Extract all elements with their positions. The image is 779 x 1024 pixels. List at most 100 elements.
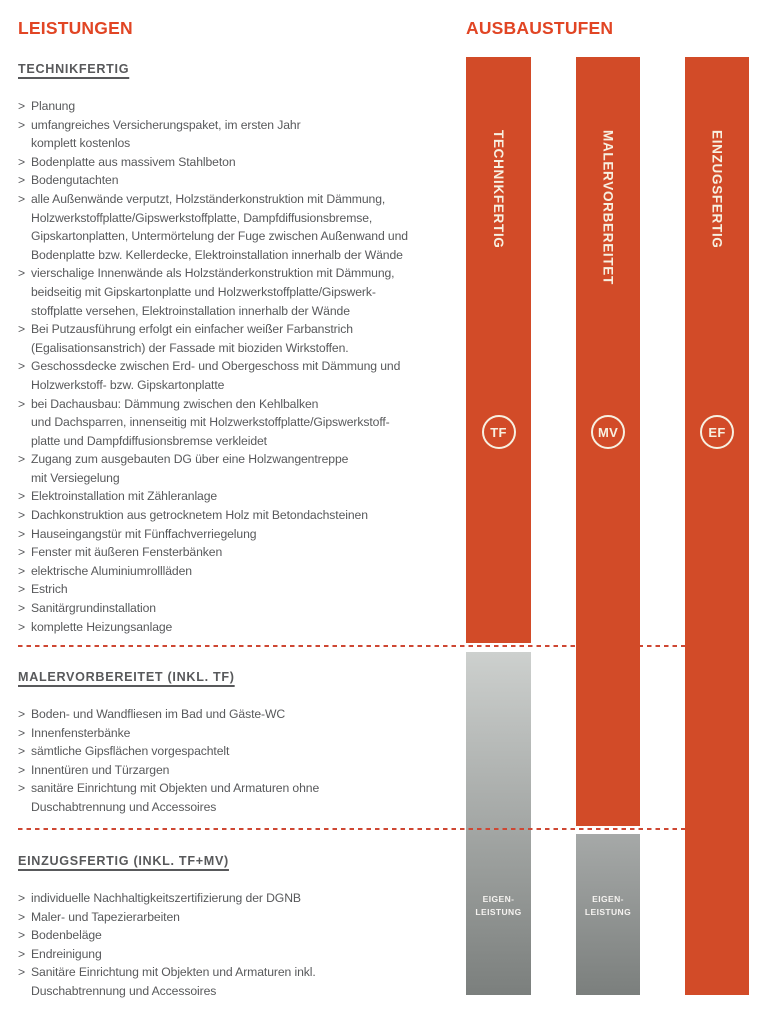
item-marker: > bbox=[18, 762, 26, 777]
item-text: Maler- und Tapezierarbeiten bbox=[31, 909, 180, 924]
item-marker: > bbox=[18, 965, 26, 980]
item-marker: > bbox=[18, 601, 26, 616]
item-marker: > bbox=[18, 707, 26, 721]
item-marker: > bbox=[18, 928, 26, 943]
list-item: > Endreinigung bbox=[18, 945, 462, 964]
technikfertig-included-segment: TECHNIKFERTIG TF bbox=[466, 57, 531, 643]
item-text: Bodenbeläge bbox=[31, 928, 102, 943]
list-item: > Fenster mit äußeren Fensterbänken bbox=[18, 543, 462, 562]
item-marker: > bbox=[18, 545, 26, 560]
item-text: alle Außenwände verputzt, Holzständerkon… bbox=[31, 191, 408, 262]
list-item: > Estrich bbox=[18, 580, 462, 599]
section-heading-malervorbereitet: MALERVORBEREITET (INKL. TF) bbox=[18, 670, 235, 684]
item-marker: > bbox=[18, 508, 26, 523]
badge-tf: TF bbox=[481, 415, 516, 449]
badge-mv: MV bbox=[591, 415, 625, 449]
malervorbereitet-included-segment: MALERVORBEREITET MV bbox=[576, 57, 640, 826]
item-marker: > bbox=[18, 744, 26, 759]
stage-bar-malervorbereitet: MALERVORBEREITET MV EIGEN- LEISTUNG bbox=[576, 57, 640, 995]
list-item: > elektrische Aluminiumrollläden bbox=[18, 562, 462, 581]
own-work-label: EIGEN- LEISTUNG bbox=[584, 894, 632, 917]
item-marker: > bbox=[18, 489, 26, 504]
list-item: > Bodengutachten bbox=[18, 171, 462, 190]
badge-ef: EF bbox=[700, 415, 734, 449]
bar-label-einzugsfertig: EINZUGSFERTIG bbox=[709, 130, 725, 249]
list-item: > sanitäre Einrichtung mit Objekten und … bbox=[18, 779, 462, 816]
bar-label-technikfertig: TECHNIKFERTIG bbox=[491, 130, 506, 249]
item-text: Bei Putzausführung erfolgt ein einfacher… bbox=[31, 322, 353, 355]
item-marker: > bbox=[18, 781, 26, 796]
list-item: > Elektroinstallation mit Zähleranlage bbox=[18, 487, 462, 506]
own-work-label: EIGEN- LEISTUNG bbox=[475, 894, 522, 917]
item-marker: > bbox=[18, 322, 26, 337]
item-marker: > bbox=[18, 191, 26, 206]
dashed-divider-mv-ef bbox=[18, 828, 685, 830]
item-text: individuelle Nachhaltigkeitszertifizieru… bbox=[31, 891, 301, 905]
list-item: > Sanitäre Einrichtung mit Objekten und … bbox=[18, 963, 462, 1000]
item-marker: > bbox=[18, 909, 26, 924]
list-item: > vierschalige Innenwände als Holzstände… bbox=[18, 264, 462, 320]
einzugsfertig-list: > individuelle Nachhaltigkeitszertifizie… bbox=[18, 889, 462, 1001]
item-text: komplette Heizungsanlage bbox=[31, 619, 173, 634]
item-text: sanitäre Einrichtung mit Objekten und Ar… bbox=[31, 781, 320, 814]
item-marker: > bbox=[18, 452, 26, 467]
malervorbereitet-own-work-segment bbox=[576, 834, 640, 995]
leistungen-header: LEISTUNGEN bbox=[18, 18, 133, 38]
item-marker: > bbox=[18, 359, 26, 374]
einzugsfertig-included-segment: EINZUGSFERTIG EF bbox=[685, 57, 749, 995]
technikfertig-own-work-segment bbox=[466, 652, 531, 995]
item-marker: > bbox=[18, 725, 26, 740]
item-marker: > bbox=[18, 526, 26, 541]
list-item: > alle Außenwände verputzt, Holzständerk… bbox=[18, 190, 462, 264]
item-text: umfangreiches Versicherungspaket, im ers… bbox=[31, 117, 301, 151]
item-marker: > bbox=[18, 946, 26, 961]
list-item: > Hauseingangstür mit Fünffachverriegelu… bbox=[18, 525, 462, 544]
item-text: elektrische Aluminiumrollläden bbox=[31, 563, 192, 578]
list-item: > individuelle Nachhaltigkeitszertifizie… bbox=[18, 889, 462, 908]
list-item: > Geschossdecke zwischen Erd- und Oberge… bbox=[18, 357, 462, 394]
item-text: Dachkonstruktion aus getrocknetem Holz m… bbox=[31, 508, 368, 523]
item-text: Boden- und Wandfliesen im Bad und Gäste-… bbox=[31, 707, 286, 721]
item-marker: > bbox=[18, 266, 26, 281]
item-marker: > bbox=[18, 396, 26, 411]
list-item: > umfangreiches Versicherungspaket, im e… bbox=[18, 116, 462, 153]
item-text: Endreinigung bbox=[31, 946, 102, 961]
list-item: > Bodenbeläge bbox=[18, 926, 462, 945]
item-marker: > bbox=[18, 563, 26, 578]
list-item: > Maler- und Tapezierarbeiten bbox=[18, 908, 462, 927]
list-item: > komplette Heizungsanlage bbox=[18, 618, 462, 637]
item-text: Zugang zum ausgebauten DG über eine Holz… bbox=[31, 452, 349, 485]
stage-bar-technikfertig: TECHNIKFERTIG TF EIGEN- LEISTUNG bbox=[466, 57, 531, 995]
item-text: Geschossdecke zwischen Erd- und Obergesc… bbox=[31, 359, 401, 392]
list-item: > Innentüren und Türzargen bbox=[18, 761, 462, 780]
item-text: vierschalige Innenwände als Holzständerk… bbox=[31, 266, 395, 318]
list-item: > Bodenplatte aus massivem Stahlbeton bbox=[18, 153, 462, 172]
section-heading-technikfertig: TECHNIKFERTIG bbox=[18, 62, 130, 76]
item-text: Elektroinstallation mit Zähleranlage bbox=[31, 489, 218, 504]
item-text: Planung bbox=[31, 99, 76, 113]
item-text: Estrich bbox=[31, 582, 68, 597]
item-text: Innenfensterbänke bbox=[31, 725, 131, 740]
list-item: > Planung bbox=[18, 97, 462, 116]
stage-bar-einzugsfertig: EINZUGSFERTIG EF bbox=[685, 57, 749, 995]
item-marker: > bbox=[18, 619, 26, 634]
list-item: > Sanitärgrundinstallation bbox=[18, 599, 462, 618]
item-marker: > bbox=[18, 582, 26, 597]
item-text: Innentüren und Türzargen bbox=[31, 762, 170, 777]
list-item: > Zugang zum ausgebauten DG über eine Ho… bbox=[18, 450, 462, 487]
dashed-divider-tf-mv bbox=[18, 645, 685, 647]
item-text: Bodengutachten bbox=[31, 173, 119, 188]
list-item: > Bei Putzausführung erfolgt ein einfach… bbox=[18, 320, 462, 357]
item-marker: > bbox=[18, 154, 26, 169]
item-text: Sanitärgrundinstallation bbox=[31, 601, 156, 616]
item-marker: > bbox=[18, 173, 26, 188]
item-text: Fenster mit äußeren Fensterbänken bbox=[31, 545, 223, 560]
item-text: Bodenplatte aus massivem Stahlbeton bbox=[31, 154, 236, 169]
list-item: > Innenfensterbänke bbox=[18, 724, 462, 743]
item-marker: > bbox=[18, 891, 26, 905]
item-text: Hauseingangstür mit Fünffachverriegelung bbox=[31, 526, 257, 541]
item-text: bei Dachausbau: Dämmung zwischen den Keh… bbox=[31, 396, 390, 448]
malervorbereitet-list: > Boden- und Wandfliesen im Bad und Gäst… bbox=[18, 705, 462, 817]
section-heading-einzugsfertig: EINZUGSFERTIG (INKL. TF+MV) bbox=[18, 854, 229, 868]
ausbaustufen-header: AUSBAUSTUFEN bbox=[466, 18, 614, 38]
